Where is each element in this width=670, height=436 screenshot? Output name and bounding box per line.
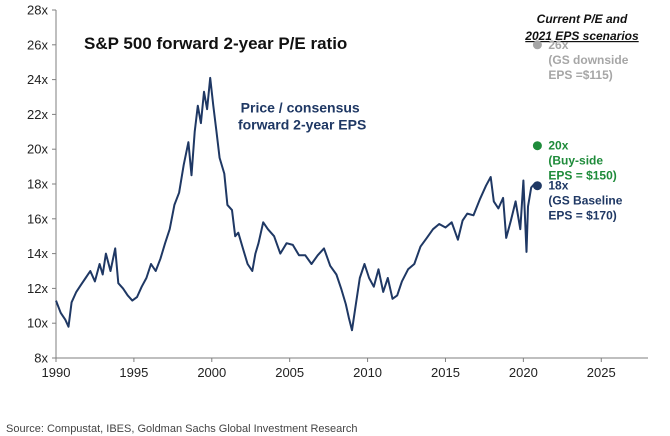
x-tick-label: 2005	[275, 365, 304, 380]
y-tick-label: 12x	[27, 281, 48, 296]
scenarios-annotations: 26x (GS downside EPS =$115)20x (Buy-side EPS…	[532, 38, 629, 223]
scenario-label-line: EPS =$115)	[548, 68, 612, 82]
scenario-label: 20x (Buy-side EPS = $150)	[548, 139, 616, 183]
scenario-label-line: 18x	[548, 179, 568, 193]
x-tick-label: 2025	[587, 365, 616, 380]
y-tick-label: 8x	[34, 351, 48, 366]
scenario-label-line: 20x	[548, 139, 568, 153]
y-tick-label: 14x	[27, 246, 48, 261]
x-axis-ticks: 1990 1995 2000 2005 2010 2015 2020 2025	[42, 358, 616, 380]
series-label-line-1: Price / consensus	[241, 100, 360, 116]
x-tick-label: 2020	[509, 365, 538, 380]
y-tick-label: 26x	[27, 37, 48, 52]
y-axis-ticks: 8x 10x 12x 14x 16x 18x 20x 22x 24x 26x 28x	[27, 3, 56, 366]
y-tick-label: 22x	[27, 107, 48, 122]
scenario-label-line: (GS Baseline	[548, 194, 622, 208]
scenario-label-line: 26x	[548, 38, 568, 52]
y-tick-label: 18x	[27, 177, 48, 192]
source-note: Source: Compustat, IBES, Goldman Sachs G…	[6, 423, 358, 435]
x-tick-label: 2010	[353, 365, 382, 380]
scenarios-title-line-2: 2021 EPS scenarios	[524, 29, 639, 43]
y-tick-label: 10x	[27, 316, 48, 331]
scenario-label-line: (Buy-side	[548, 154, 603, 168]
y-tick-label: 24x	[27, 72, 48, 87]
y-tick-label: 16x	[27, 211, 48, 226]
y-tick-label: 28x	[27, 3, 48, 18]
x-tick-label: 1995	[119, 365, 148, 380]
scenario-label-line: EPS = $170)	[548, 209, 616, 223]
pe-ratio-series-line	[55, 76, 536, 332]
scenario-label: 18x (GS Baseline EPS = $170)	[548, 179, 622, 223]
series-label-line-2: forward 2-year EPS	[238, 117, 366, 133]
y-tick-label: 20x	[27, 142, 48, 157]
x-tick-label: 1990	[42, 365, 71, 380]
scenario-marker	[532, 40, 542, 50]
scenario-label-line: EPS = $150)	[548, 169, 616, 183]
x-tick-label: 2000	[197, 365, 226, 380]
scenario-label-line: (GS downside	[548, 53, 628, 67]
series-group	[55, 76, 536, 332]
scenario-label: 26x (GS downside EPS =$115)	[548, 38, 628, 82]
scenario-marker	[532, 141, 542, 151]
x-tick-label: 2015	[431, 365, 460, 380]
chart-title: S&P 500 forward 2-year P/E ratio	[84, 34, 347, 53]
scenario-marker	[532, 181, 542, 191]
scenarios-title-line-1: Current P/E and	[537, 12, 628, 26]
series-label: Price / consensus forward 2-year EPS	[238, 100, 366, 133]
